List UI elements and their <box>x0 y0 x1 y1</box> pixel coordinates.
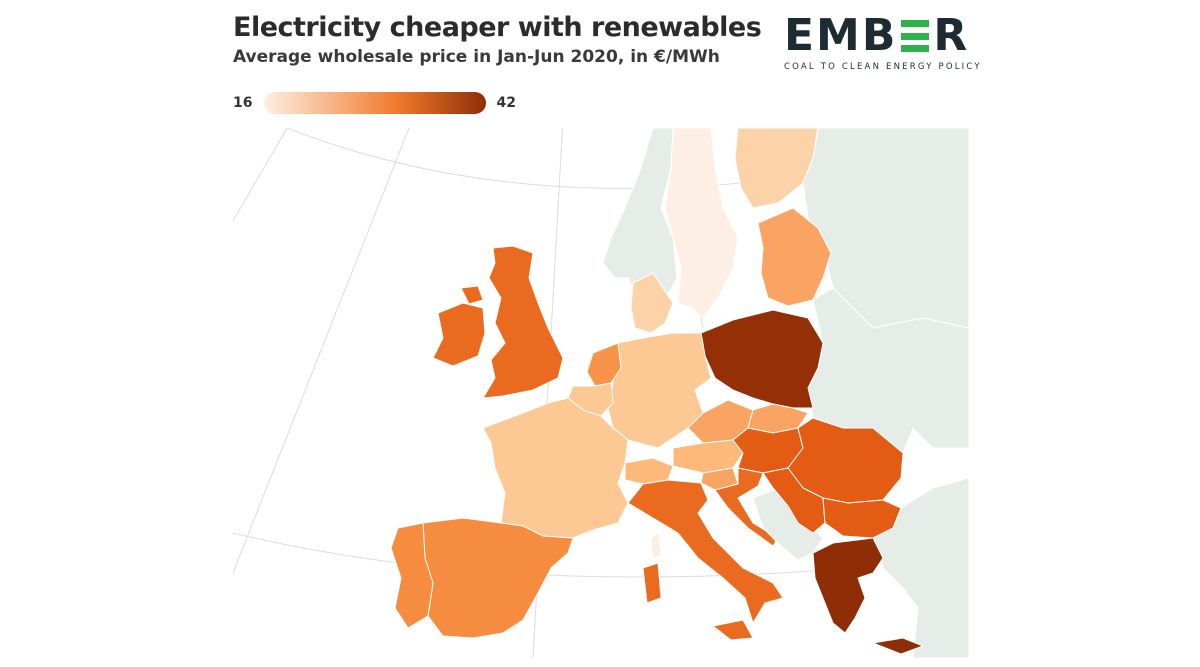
legend-max-label: 42 <box>496 95 516 111</box>
region-serbia <box>762 467 826 534</box>
logo-wordmark: EMB R <box>784 14 982 58</box>
region-france <box>482 397 629 539</box>
region-united-kingdom <box>482 245 564 399</box>
page-title: Electricity cheaper with renewables <box>233 12 762 43</box>
logo-green-e-icon <box>901 20 930 52</box>
region-poland <box>700 309 824 409</box>
region-portugal <box>390 522 434 629</box>
logo-letters-right: R <box>933 10 970 61</box>
region-sardinia <box>642 562 662 604</box>
region-sweden <box>664 128 739 319</box>
europe-price-map <box>233 128 969 658</box>
logo-tagline: COAL TO CLEAN ENERGY POLICY <box>784 62 982 72</box>
region-greece <box>812 537 884 634</box>
region-northern-ireland <box>460 285 484 305</box>
legend-gradient-bar <box>264 92 487 114</box>
color-legend: 16 42 <box>233 92 516 114</box>
region-croatia <box>714 467 779 547</box>
ember-logo: EMB R COAL TO CLEAN ENERGY POLICY <box>784 14 982 73</box>
region-sicily <box>712 619 754 641</box>
title-block: Electricity cheaper with renewables Aver… <box>233 12 762 67</box>
region-crete <box>872 637 924 655</box>
logo-letters-left: EMB <box>784 10 898 61</box>
page-subtitle: Average wholesale price in Jan-Jun 2020,… <box>233 47 720 67</box>
region-spain <box>422 517 574 639</box>
region-denmark <box>630 272 674 334</box>
legend-min-label: 16 <box>233 95 253 111</box>
region-corsica <box>650 532 662 559</box>
region-italy <box>627 479 784 624</box>
region-ireland <box>432 302 486 367</box>
